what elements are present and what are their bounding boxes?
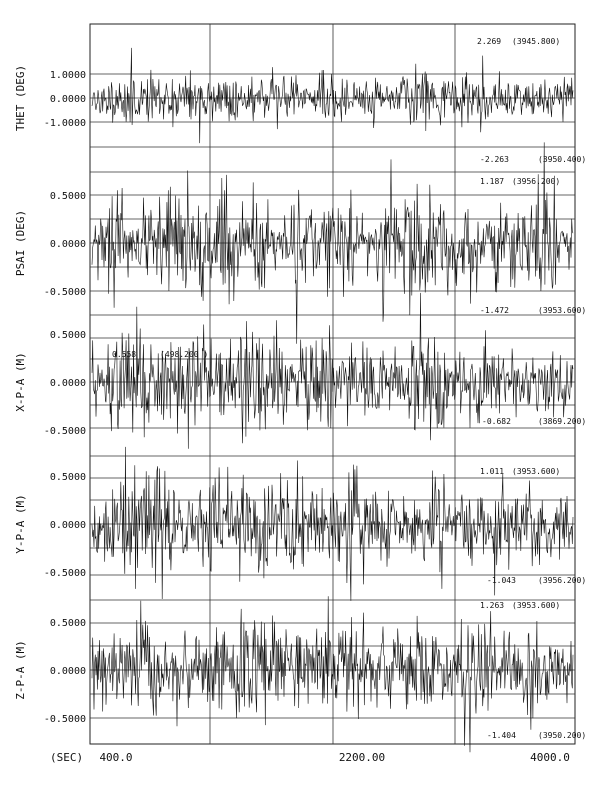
max-time-label: (3953.600) (512, 467, 560, 476)
y-tick-label: 1.0000 (50, 70, 86, 81)
max-time-label: (498.200 ) (160, 350, 208, 359)
panel-ypa: Y-P-A (M) 0.5000 0.0000 -0.5000 1.011 (3953.6… (14, 446, 586, 601)
max-time-label: (3953.600) (512, 601, 560, 610)
min-value-label: -0.682 (482, 417, 511, 426)
max-value-label: 1.187 (480, 177, 504, 186)
min-time-label: (3953.600) (538, 306, 586, 315)
y-tick-label: -0.5000 (44, 287, 86, 298)
min-value-label: -1.404 (487, 731, 516, 740)
y-tick-label: 0.5000 (50, 191, 86, 202)
x-axis-label: (SEC) (50, 751, 83, 764)
min-time-label: (3950.400) (538, 155, 586, 164)
min-time-label: (3950.200) (538, 731, 586, 740)
y-tick-label: 0.0000 (50, 520, 86, 531)
y-tick-label: -1.0000 (44, 118, 86, 129)
panel-psai: PSAI (DEG) 0.5000 0.0000 -0.5000 1.187 (3956.… (14, 142, 586, 344)
max-time-label: (3945.800) (512, 37, 560, 46)
y-tick-label: -0.5000 (44, 568, 86, 579)
min-value-label: -2.263 (480, 155, 509, 164)
max-value-label: 1.263 (480, 601, 504, 610)
panel-thet: THET (DEG) 1.0000 0.0000 -1.0000 2.269 (3945.… (14, 37, 586, 164)
min-time-label: (3869.200) (538, 417, 586, 426)
y-tick-label: 0.5000 (50, 472, 86, 483)
y-tick-label: -0.5000 (44, 426, 86, 437)
y-tick-label: 0.0000 (50, 666, 86, 677)
x-tick-label: 2200.00 (339, 751, 385, 764)
y-axis-label: THET (DEG) (14, 65, 27, 131)
y-tick-label: 0.5000 (50, 618, 86, 629)
min-value-label: -1.472 (480, 306, 509, 315)
x-axis: (SEC) 400.0 2200.00 4000.0 (50, 751, 570, 764)
y-tick-label: -0.5000 (44, 714, 86, 725)
series-line-psai (91, 142, 574, 344)
y-axis-label: Y-P-A (M) (14, 494, 27, 554)
min-time-label: (3956.200) (538, 576, 586, 585)
panel-xpa: X-P-A (M) 0.5000 0.0000 -0.5000 0.558 (498.20… (14, 292, 586, 449)
series-line-xpa (91, 292, 574, 449)
series-line-ypa (91, 446, 574, 601)
max-value-label: 1.011 (480, 467, 504, 476)
min-value-label: -1.043 (487, 576, 516, 585)
x-tick-label: 4000.0 (530, 751, 570, 764)
plot-frame (89, 23, 576, 745)
y-tick-label: 0.5000 (50, 330, 86, 341)
max-time-label: (3956.200) (512, 177, 560, 186)
max-value-label: 0.558 (112, 350, 136, 359)
y-axis-label: X-P-A (M) (14, 352, 27, 412)
panels-layer: THET (DEG) 1.0000 0.0000 -1.0000 2.269 (3945.… (14, 37, 586, 753)
y-axis-label: Z-P-A (M) (14, 640, 27, 700)
panel-zpa: Z-P-A (M) 0.5000 0.0000 -0.5000 1.263 (3953.6… (14, 596, 586, 753)
series-line-thet (91, 47, 574, 144)
y-tick-label: 0.0000 (50, 378, 86, 389)
max-value-label: 2.269 (477, 37, 501, 46)
y-axis-label: PSAI (DEG) (14, 210, 27, 276)
x-tick-label: 400.0 (99, 751, 132, 764)
y-tick-label: 0.0000 (50, 239, 86, 250)
y-tick-label: 0.0000 (50, 94, 86, 105)
series-line-zpa (91, 596, 574, 753)
